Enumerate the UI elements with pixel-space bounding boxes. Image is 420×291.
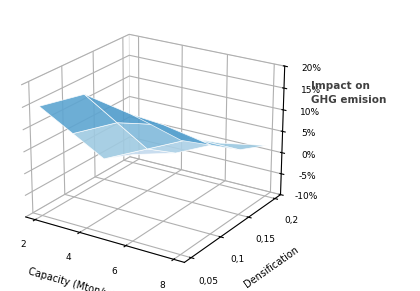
Y-axis label: Densification: Densification [243, 244, 301, 289]
Text: Impact on
GHG emision: Impact on GHG emision [311, 81, 386, 105]
X-axis label: Capacity (Mton/year): Capacity (Mton/year) [26, 267, 129, 291]
